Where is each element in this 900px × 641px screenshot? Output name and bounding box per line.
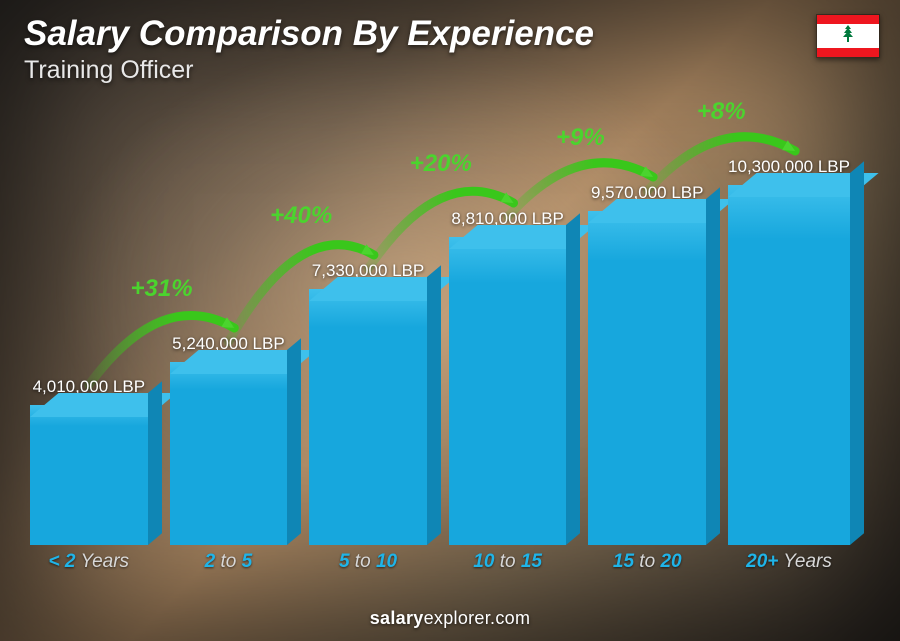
flag-stripe-top	[817, 15, 879, 24]
bar-front-face	[170, 362, 288, 545]
category-label: 15 to 20	[613, 551, 682, 573]
bar-side-face	[706, 187, 720, 545]
bar-front-face	[449, 237, 567, 545]
chart-title: Salary Comparison By Experience	[24, 14, 876, 54]
bar-front-face	[30, 405, 148, 545]
header: Salary Comparison By Experience Training…	[24, 14, 876, 85]
bar-group: 5,240,000 LBP2 to 5	[170, 334, 288, 545]
bar-front-face	[588, 211, 706, 545]
bar	[170, 362, 288, 545]
category-label: 5 to 10	[339, 551, 397, 573]
category-label: 10 to 15	[473, 551, 542, 573]
bar-group: 9,570,000 LBP15 to 20	[588, 183, 706, 545]
bar	[30, 405, 148, 545]
bar-front-face	[728, 185, 850, 545]
bar	[309, 289, 427, 545]
bar	[588, 211, 706, 545]
flag-stripe-middle	[817, 24, 879, 48]
salary-bar-chart: +31%+40%+20%+9%+8% 4,010,000 LBP< 2 Year…	[30, 91, 850, 571]
bar-front-face	[309, 289, 427, 545]
flag-stripe-bottom	[817, 48, 879, 57]
bars-container: 4,010,000 LBP< 2 Years5,240,000 LBP2 to …	[30, 115, 850, 545]
bar	[728, 185, 850, 545]
category-label: 2 to 5	[205, 551, 253, 573]
category-label: 20+ Years	[746, 551, 832, 573]
brand-rest: explorer.com	[424, 608, 531, 628]
bar-group: 8,810,000 LBP10 to 15	[449, 209, 567, 545]
bar-side-face	[427, 265, 441, 545]
bar-side-face	[287, 338, 301, 545]
category-label: < 2 Years	[49, 551, 129, 573]
footer-brand: salaryexplorer.com	[0, 608, 900, 629]
bar-side-face	[566, 213, 580, 545]
chart-subtitle: Training Officer	[24, 56, 876, 85]
bar	[449, 237, 567, 545]
bar-side-face	[148, 381, 162, 545]
cedar-tree-icon	[838, 24, 858, 48]
bar-side-face	[850, 161, 864, 545]
country-flag-lebanon	[816, 14, 880, 58]
bar-group: 7,330,000 LBP5 to 10	[309, 261, 427, 545]
bar-group: 10,300,000 LBP20+ Years	[728, 157, 850, 545]
bar-group: 4,010,000 LBP< 2 Years	[30, 377, 148, 545]
brand-bold: salary	[370, 608, 424, 628]
